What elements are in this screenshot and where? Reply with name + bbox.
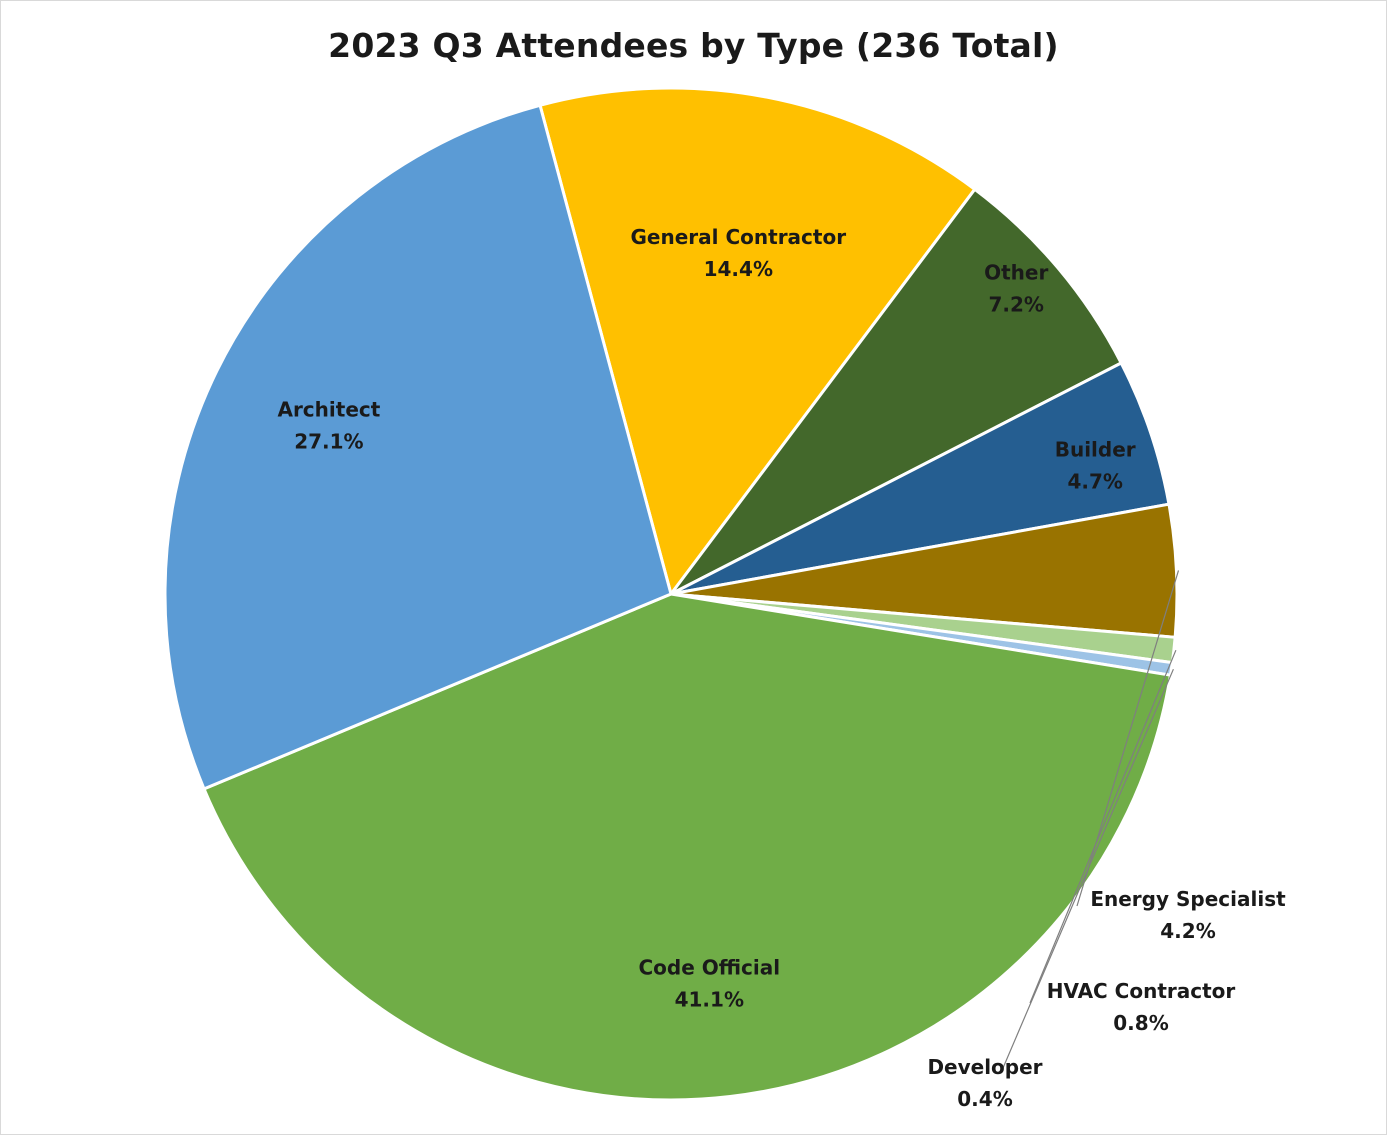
data-label-value: 14.4%	[704, 257, 773, 281]
data-label-name: Code Official	[638, 956, 780, 980]
data-label-name: General Contractor	[631, 225, 847, 249]
data-label-other: Other 7.2%	[984, 261, 1048, 317]
data-label-name: Builder	[1055, 438, 1136, 462]
data-label-architect: Architect 27.1%	[277, 397, 380, 453]
data-label-value: 0.4%	[957, 1087, 1012, 1111]
data-label-hvac-contractor: HVAC Contractor 0.8%	[1047, 979, 1236, 1035]
data-label-energy-specialist: Energy Specialist 4.2%	[1090, 887, 1286, 943]
leader-line-energy-specialist	[1076, 570, 1180, 907]
data-label-name: Architect	[277, 397, 380, 421]
data-label-value: 41.1%	[675, 988, 744, 1012]
leader-line-developer	[1002, 668, 1174, 1069]
data-label-value: 0.8%	[1113, 1011, 1168, 1035]
chart-title: 2023 Q3 Attendees by Type (236 Total)	[328, 26, 1059, 65]
data-label-value: 4.2%	[1160, 919, 1215, 943]
pie-slice-architect	[163, 103, 673, 791]
data-label-name: Other	[984, 261, 1048, 285]
data-label-code-official: Code Official 41.1%	[638, 956, 780, 1012]
leader-line-hvac-contractor	[1029, 649, 1177, 1004]
data-label-builder: Builder 4.7%	[1055, 438, 1136, 494]
data-label-general-contractor: General Contractor 14.4%	[631, 225, 847, 281]
data-label-value: 7.2%	[988, 293, 1043, 317]
data-label-name: HVAC Contractor	[1047, 979, 1236, 1003]
data-label-name: Energy Specialist	[1090, 887, 1286, 911]
pie-slice-code-official	[202, 592, 1172, 1102]
pie-slice-other	[669, 187, 1123, 596]
data-label-value: 27.1%	[294, 429, 363, 453]
pie-slice-general-contractor	[538, 86, 977, 596]
data-label-developer: Developer 0.4%	[927, 1055, 1042, 1111]
data-label-name: Developer	[927, 1055, 1042, 1079]
data-label-value: 4.7%	[1067, 470, 1122, 494]
